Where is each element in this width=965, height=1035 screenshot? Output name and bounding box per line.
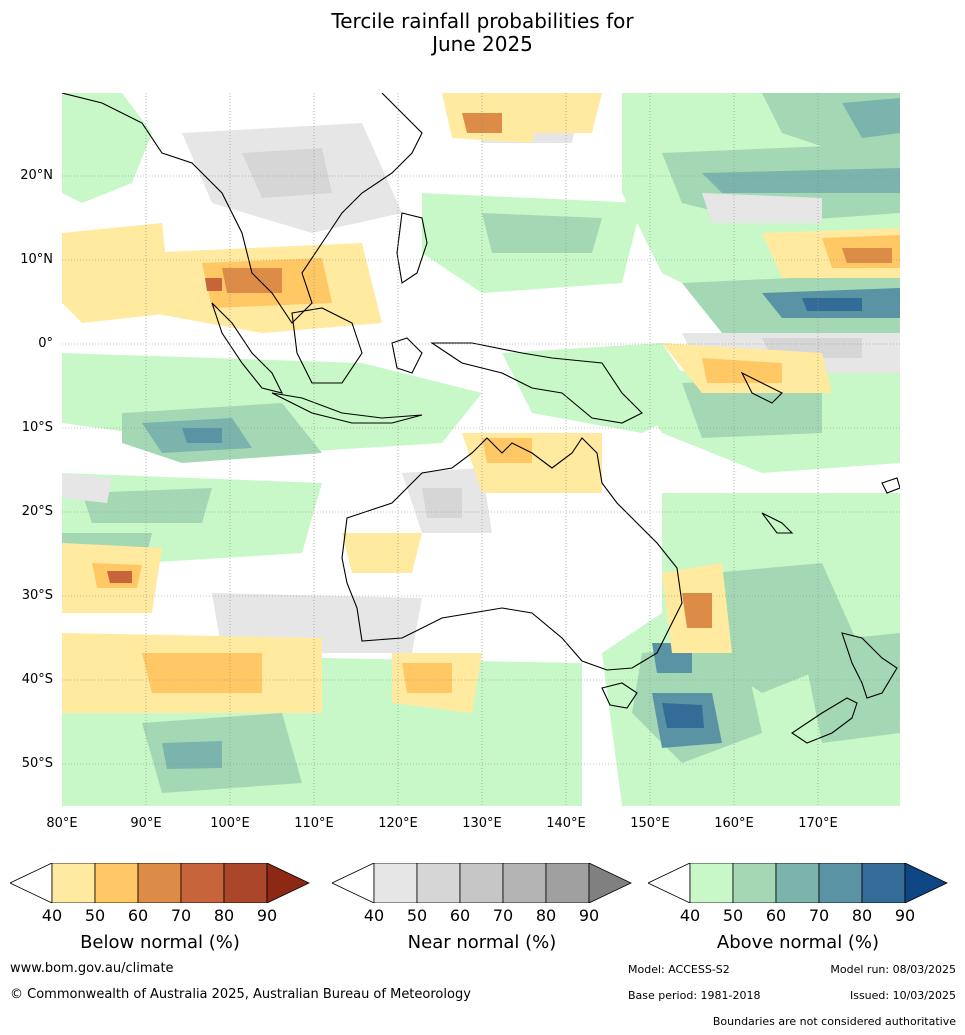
lon-label-110e: 110°E <box>294 816 334 831</box>
philippines-coastline <box>396 212 428 284</box>
lat-label-0: 0° <box>38 336 53 351</box>
below-tick-50: 50 <box>84 906 106 925</box>
above-swatch-4 <box>818 862 863 904</box>
copyright-text: © Commonwealth of Australia 2025, Austra… <box>10 987 471 1002</box>
below-swatch-3 <box>137 862 182 904</box>
nz-north-island-coastline <box>841 632 898 699</box>
lon-label-80e: 80°E <box>46 816 78 831</box>
map-title: Tercile rainfall probabilities for June … <box>0 10 965 56</box>
title-line-1: Tercile rainfall probabilities for <box>331 9 634 33</box>
below-normal-title: Below normal (%) <box>80 932 240 953</box>
near-tick-40: 40 <box>363 906 385 925</box>
colorbar-below-normal <box>9 862 310 904</box>
lat-label-20s: 20°S <box>21 504 53 519</box>
above-tick-70: 70 <box>808 906 830 925</box>
model-text: Model: ACCESS-S2 <box>628 963 730 976</box>
near-tick-70: 70 <box>492 906 514 925</box>
above-tick-60: 60 <box>765 906 787 925</box>
below-swatch-6 <box>266 862 310 904</box>
above-tick-90: 90 <box>894 906 916 925</box>
above-tick-50: 50 <box>722 906 744 925</box>
lon-label-120e: 120°E <box>378 816 418 831</box>
colorbar-above-normal <box>647 862 948 904</box>
near-tick-50: 50 <box>406 906 428 925</box>
near-swatch-0 <box>331 862 375 904</box>
near-normal-title: Near normal (%) <box>407 932 557 953</box>
below-swatch-4 <box>180 862 225 904</box>
lon-label-160e: 160°E <box>714 816 754 831</box>
above-swatch-6 <box>904 862 948 904</box>
near-tick-90: 90 <box>578 906 600 925</box>
above-swatch-0 <box>647 862 691 904</box>
below-tick-40: 40 <box>41 906 63 925</box>
new-guinea-coastline <box>430 342 643 424</box>
below-tick-60: 60 <box>127 906 149 925</box>
lat-label-10s: 10°S <box>21 420 53 435</box>
near-swatch-3 <box>459 862 504 904</box>
lat-label-50s: 50°S <box>21 756 53 771</box>
probability-map <box>62 93 900 806</box>
lon-label-90e: 90°E <box>130 816 162 831</box>
above-tick-40: 40 <box>679 906 701 925</box>
base-period-text: Base period: 1981-2018 <box>628 989 761 1002</box>
below-swatch-2 <box>94 862 139 904</box>
below-swatch-1 <box>51 862 96 904</box>
above-swatch-1 <box>689 862 734 904</box>
disclaimer-text: Boundaries are not considered authoritat… <box>712 1015 956 1028</box>
colorbar-near-svg <box>331 862 632 904</box>
gridlines <box>62 93 900 806</box>
borneo-coastline <box>291 307 363 384</box>
model-run-text: Model run: 08/03/2025 <box>830 963 956 976</box>
issued-text: Issued: 10/03/2025 <box>849 989 956 1002</box>
near-swatch-5 <box>545 862 590 904</box>
near-swatch-6 <box>588 862 632 904</box>
website-link[interactable]: www.bom.gov.au/climate <box>10 961 174 976</box>
above-swatch-2 <box>732 862 777 904</box>
lon-label-130e: 130°E <box>462 816 502 831</box>
near-tick-80: 80 <box>535 906 557 925</box>
lat-label-10n: 10°N <box>20 252 53 267</box>
nz-south-island-coastline <box>791 697 858 744</box>
coastlines <box>62 93 900 744</box>
australia-coastline <box>341 437 683 671</box>
near-tick-60: 60 <box>449 906 471 925</box>
new-caledonia-coastline <box>761 512 794 534</box>
lat-label-20n: 20°N <box>20 168 53 183</box>
below-swatch-5 <box>223 862 268 904</box>
near-swatch-2 <box>416 862 461 904</box>
below-tick-70: 70 <box>170 906 192 925</box>
above-tick-80: 80 <box>851 906 873 925</box>
map-svg <box>62 93 900 806</box>
lon-label-140e: 140°E <box>546 816 586 831</box>
colorbar-above-svg <box>647 862 948 904</box>
sulawesi-coastline <box>391 337 423 374</box>
tasmania-coastline <box>601 682 638 709</box>
below-normal-areas <box>62 93 900 713</box>
lon-label-100e: 100°E <box>210 816 250 831</box>
colorbar-below-svg <box>9 862 310 904</box>
solomon-islands-coastline <box>740 371 783 404</box>
java-coastline <box>271 392 423 424</box>
lat-label-30s: 30°S <box>21 588 53 603</box>
below-tick-80: 80 <box>213 906 235 925</box>
below-swatch-0 <box>9 862 53 904</box>
lon-label-150e: 150°E <box>630 816 670 831</box>
above-normal-title: Above normal (%) <box>716 932 880 953</box>
colorbar-near-normal <box>331 862 632 904</box>
below-tick-90: 90 <box>256 906 278 925</box>
above-swatch-3 <box>775 862 820 904</box>
sumatra-coastline <box>211 302 284 394</box>
lon-label-170e: 170°E <box>798 816 838 831</box>
above-swatch-5 <box>861 862 906 904</box>
asia-coastline <box>62 93 423 324</box>
lat-label-40s: 40°S <box>21 672 53 687</box>
near-swatch-1 <box>373 862 418 904</box>
near-swatch-4 <box>502 862 547 904</box>
fiji-coastline <box>881 477 900 494</box>
title-line-2: June 2025 <box>432 32 533 56</box>
